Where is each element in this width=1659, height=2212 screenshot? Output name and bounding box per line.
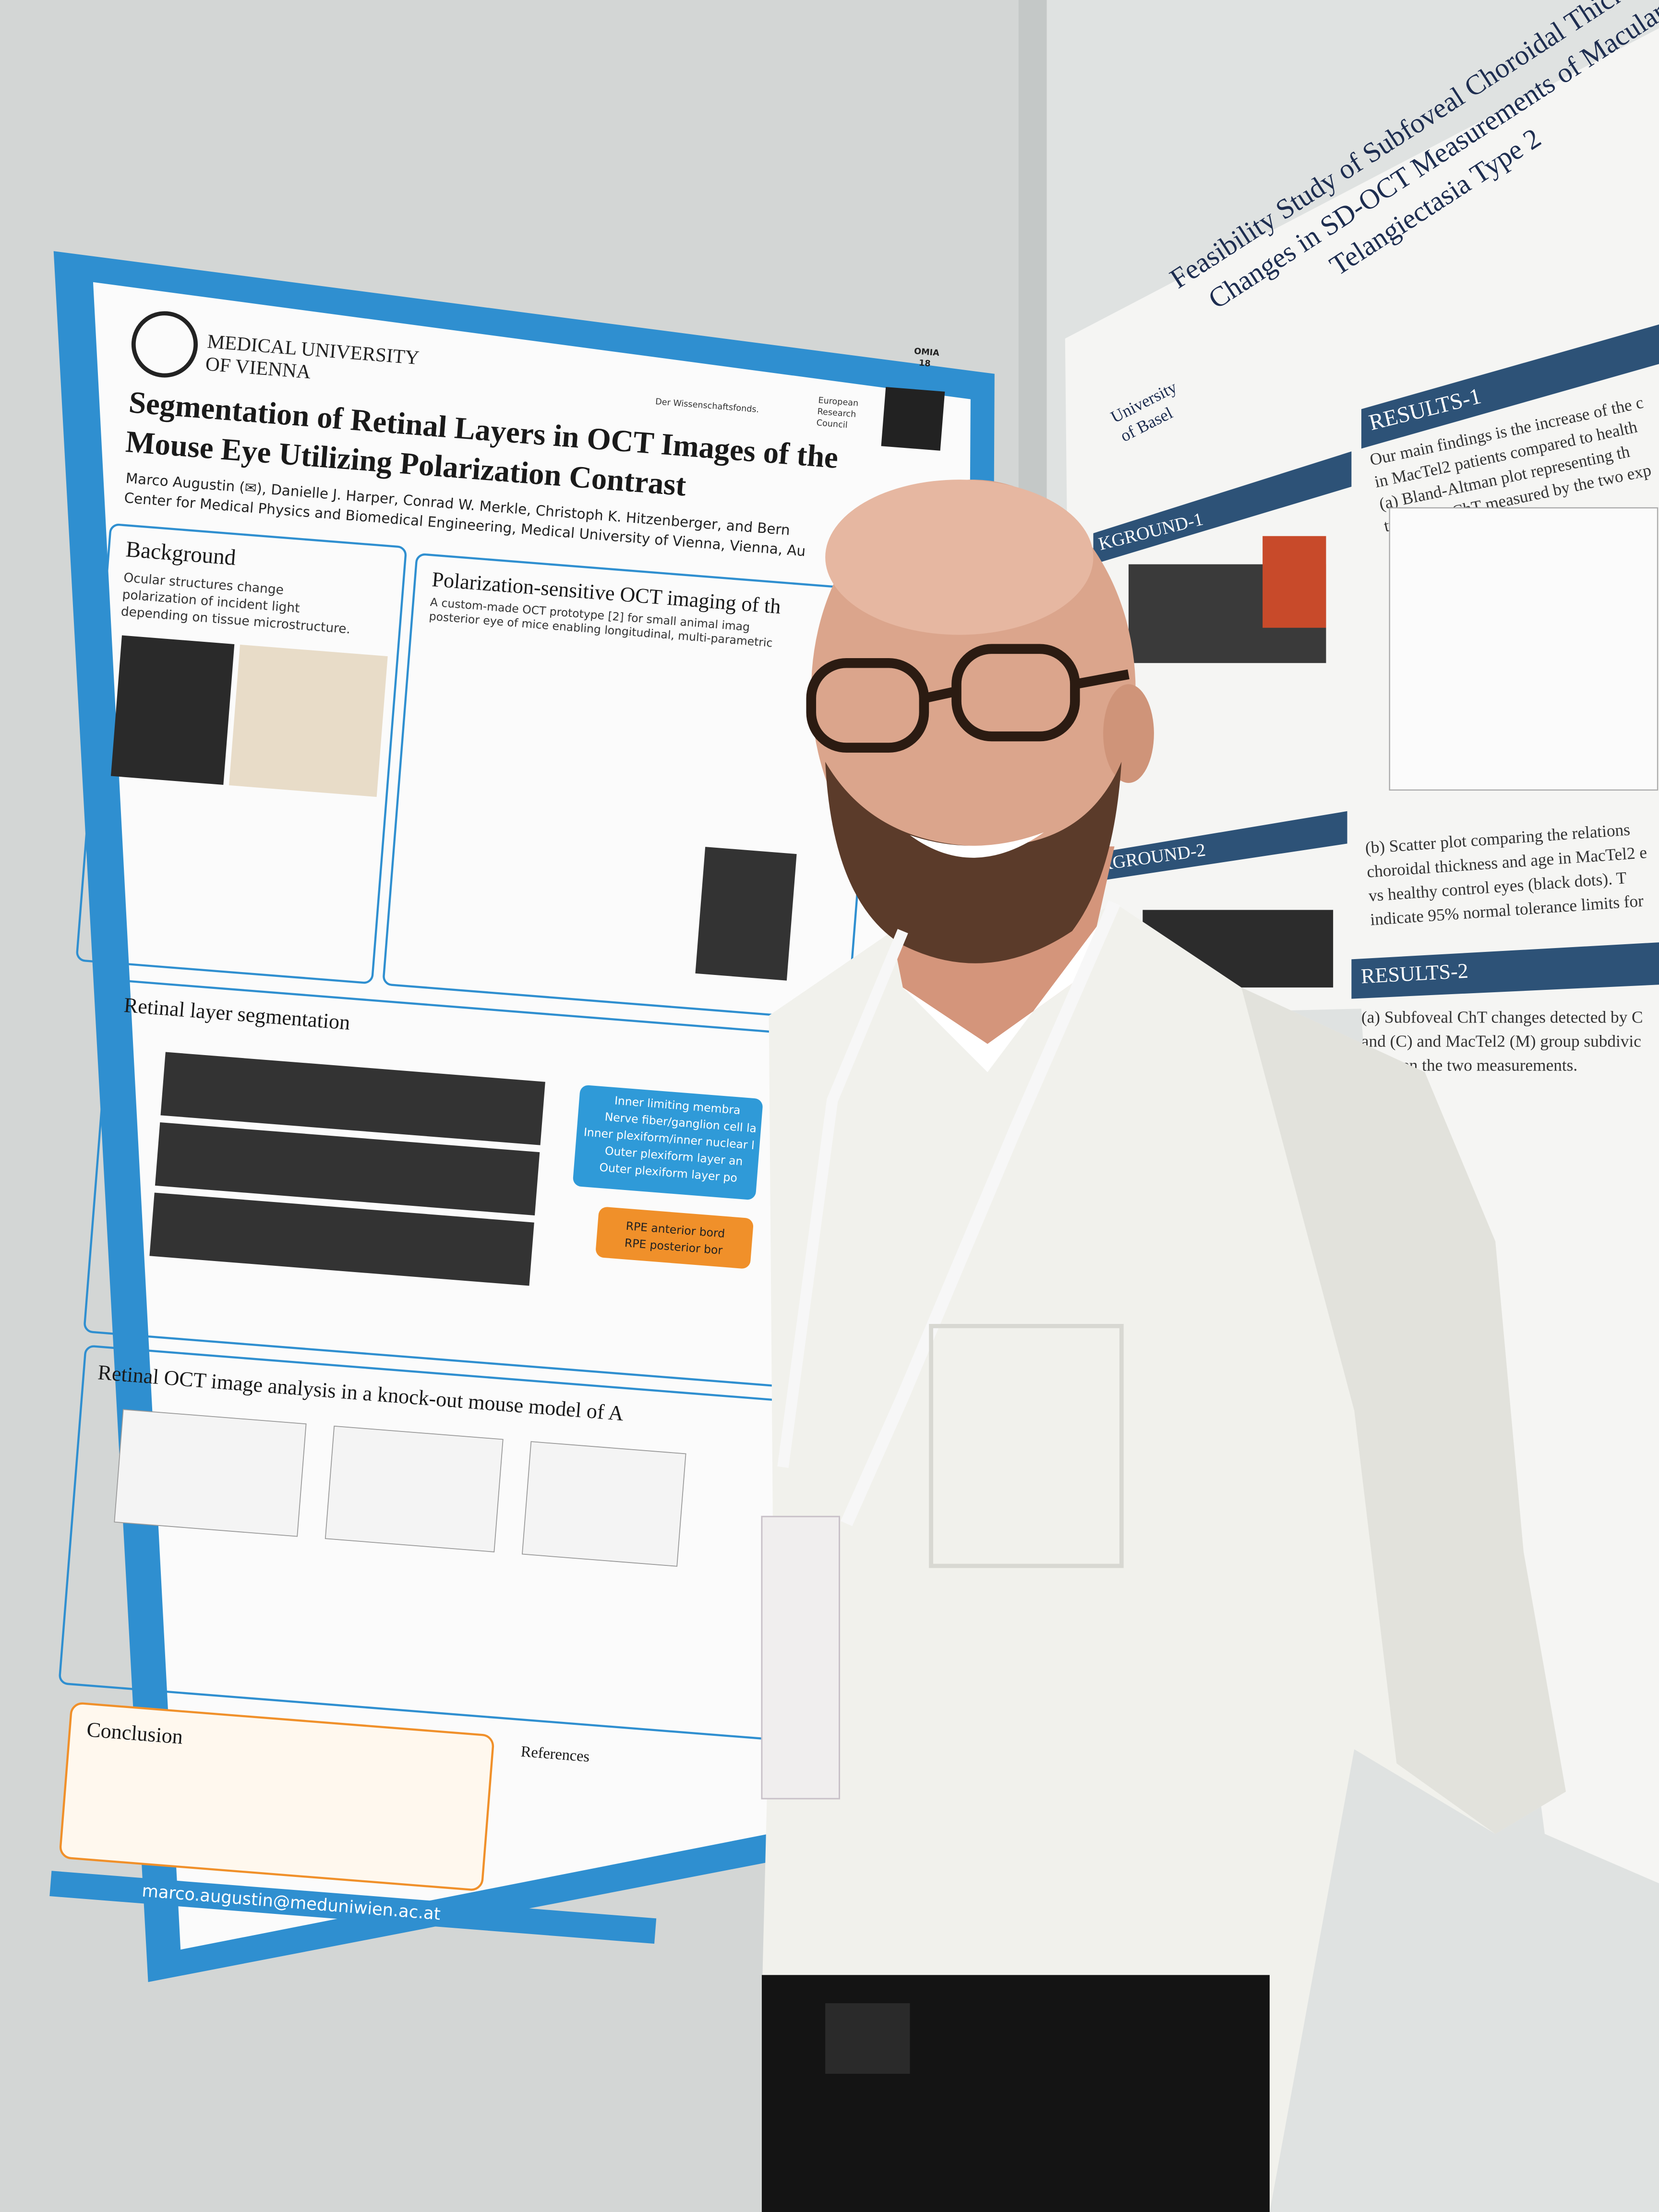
plot-panel — [521, 1441, 686, 1567]
badge: OMIA — [914, 347, 939, 358]
oct-image — [149, 1192, 534, 1286]
badge: 18 — [918, 358, 931, 369]
name-badge — [761, 1515, 841, 1800]
qr-code — [881, 387, 945, 451]
oct-image — [160, 1052, 545, 1145]
smile — [910, 832, 1044, 858]
section-bar — [1361, 324, 1659, 449]
belt-buckle — [825, 2003, 910, 2074]
conclusion-box — [59, 1702, 494, 1891]
histology-image — [110, 635, 235, 785]
scalp — [825, 480, 1094, 635]
layer-box — [573, 1085, 763, 1200]
rpe-box — [596, 1207, 754, 1269]
oct-image — [155, 1122, 540, 1216]
collar — [902, 902, 1115, 1072]
plot-panel — [114, 1409, 307, 1537]
glasses — [806, 644, 1130, 753]
ear — [1103, 684, 1154, 783]
lanyard — [841, 900, 1120, 1527]
lanyard — [777, 929, 908, 1468]
email-bar — [49, 1871, 657, 1944]
section-bar — [1351, 942, 1659, 999]
body-text: and (C) and MacTel2 (M) group subdivic — [1361, 1032, 1641, 1051]
body-text: (a) Subfoveal ChT changes detected by C — [1361, 1008, 1643, 1027]
section-bar — [1093, 451, 1352, 565]
plot-panel — [1389, 507, 1659, 791]
plot-panel — [325, 1425, 504, 1552]
section-heading: RESULTS-2 — [1360, 959, 1469, 988]
university-logo — [131, 311, 198, 378]
sleeve — [1241, 987, 1566, 1834]
beard — [825, 761, 1122, 963]
section-bar — [1093, 811, 1347, 882]
thickness-map — [1262, 536, 1326, 628]
oct-rendering — [695, 847, 797, 981]
shirt-pocket — [929, 1324, 1124, 1568]
erc-label: Council — [816, 418, 848, 430]
section-box — [76, 523, 407, 984]
person — [761, 480, 1566, 2212]
cartoon-image — [229, 644, 388, 797]
